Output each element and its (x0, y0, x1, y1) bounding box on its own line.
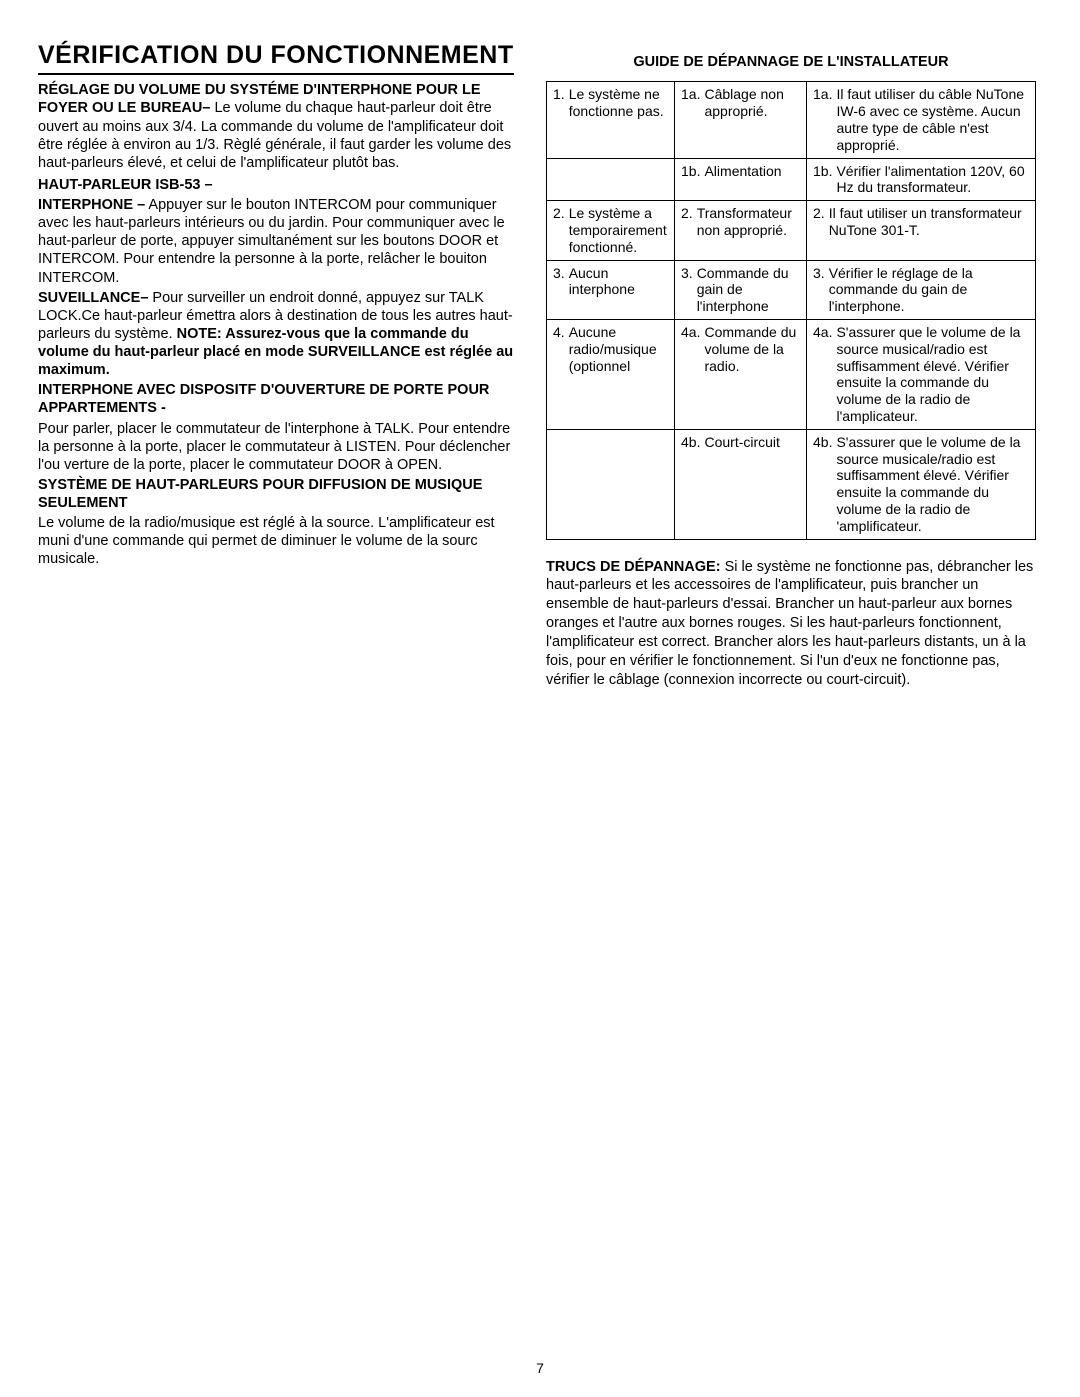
table-cell: 4a.S'assurer que le volume de la source … (807, 319, 1036, 429)
table-cell: 3.Aucun interphone (547, 260, 675, 319)
text-run: Le volume de la radio/musique est réglé … (38, 515, 495, 567)
paragraph: Pour parler, placer le commutateur de l'… (38, 420, 518, 474)
cell-number: 4. (553, 324, 565, 374)
cell-text: Câblage non approprié. (704, 86, 800, 120)
table-cell: 1b.Alimentation (675, 158, 807, 201)
right-column: GUIDE DE DÉPANNAGE DE L'INSTALLATEUR 1.L… (546, 81, 1036, 691)
cell-number: 3. (681, 265, 693, 315)
table-row: 4.Aucune radio/musique (optionnel4a.Comm… (547, 319, 1036, 429)
cell-text: Aucun interphone (569, 265, 668, 299)
cell-number: 2. (553, 205, 565, 255)
cell-number: 1. (553, 86, 565, 120)
cell-number: 4a. (681, 324, 700, 374)
left-column: RÉGLAGE DU VOLUME DU SYSTÉME D'INTERPHON… (38, 81, 518, 570)
table-cell (547, 158, 675, 201)
cell-text: Commande du gain de l'interphone (697, 265, 800, 315)
cell-number: 4b. (813, 434, 832, 535)
table-cell: 1b.Vérifier l'alimentation 120V, 60 Hz d… (807, 158, 1036, 201)
cell-text: Il faut utiliser du câble NuTone IW-6 av… (836, 86, 1029, 153)
cell-text: Le système a temporairement fonctionné. (569, 205, 668, 255)
troubleshooting-table: 1.Le système ne fonctionne pas.1a.Câblag… (546, 81, 1036, 539)
table-cell: 4.Aucune radio/musique (optionnel (547, 319, 675, 429)
table-row: 2.Le système a temporairement fonctionné… (547, 201, 1036, 260)
cell-number: 4a. (813, 324, 832, 425)
heading: INTERPHONE AVEC DISPOSITF D'OUVERTURE DE… (38, 381, 518, 417)
table-cell: 2.Le système a temporairement fonctionné… (547, 201, 675, 260)
cell-number: 3. (553, 265, 565, 299)
table-cell: 2.Transformateur non approprié. (675, 201, 807, 260)
cell-text: Vérifier l'alimentation 120V, 60 Hz du t… (836, 163, 1029, 197)
page-title: VÉRIFICATION DU FONCTIONNEMENT (38, 40, 514, 75)
paragraph: Le volume de la radio/musique est réglé … (38, 514, 518, 568)
cell-text: Alimentation (704, 163, 781, 180)
cell-text: Commande du volume de la radio. (704, 324, 800, 374)
cell-number: 1a. (813, 86, 832, 153)
cell-text: S'assurer que le volume de la source mus… (836, 434, 1029, 535)
table-cell (547, 429, 675, 539)
table-cell: 3.Vérifier le réglage de la commande du … (807, 260, 1036, 319)
table-cell: 1.Le système ne fonctionne pas. (547, 82, 675, 158)
heading: HAUT-PARLEUR ISB-53 – (38, 176, 518, 194)
table-cell: 1a.Il faut utiliser du câble NuTone IW-6… (807, 82, 1036, 158)
text-run: Si le système ne fonctionne pas, débranc… (546, 559, 1033, 688)
table-cell: 1a.Câblage non approprié. (675, 82, 807, 158)
guide-heading: GUIDE DE DÉPANNAGE DE L'INSTALLATEUR (546, 53, 1036, 71)
cell-number: 2. (681, 205, 693, 239)
bold-run: HAUT-PARLEUR ISB-53 – (38, 177, 213, 193)
text-run: Pour parler, placer le commutateur de l'… (38, 421, 510, 473)
cell-number: 1b. (681, 163, 700, 180)
cell-text: Il faut utiliser un transformateur NuTon… (829, 205, 1029, 239)
paragraph: INTERPHONE – Appuyer sur le bouton INTER… (38, 196, 518, 287)
bold-run: SUVEILLANCE– (38, 290, 148, 306)
table-row: 1b.Alimentation1b.Vérifier l'alimentatio… (547, 158, 1036, 201)
cell-text: Court-circuit (704, 434, 779, 451)
cell-text: Vérifier le réglage de la commande du ga… (829, 265, 1029, 315)
tips-paragraph: TRUCS DE DÉPANNAGE: Si le système ne fon… (546, 558, 1036, 690)
bold-run: SYSTÈME DE HAUT-PARLEURS POUR DIFFUSION … (38, 477, 482, 511)
heading: SYSTÈME DE HAUT-PARLEURS POUR DIFFUSION … (38, 476, 518, 512)
cell-text: Aucune radio/musique (optionnel (569, 324, 668, 374)
table-cell: 4b.S'assurer que le volume de la source … (807, 429, 1036, 539)
paragraph: SUVEILLANCE– Pour surveiller un endroit … (38, 289, 518, 380)
table-row: 4b.Court-circuit4b.S'assurer que le volu… (547, 429, 1036, 539)
cell-text: Transformateur non approprié. (697, 205, 800, 239)
page-number: 7 (0, 1360, 1080, 1378)
table-row: 1.Le système ne fonctionne pas.1a.Câblag… (547, 82, 1036, 158)
bold-run: INTERPHONE AVEC DISPOSITF D'OUVERTURE DE… (38, 382, 489, 416)
content-columns: RÉGLAGE DU VOLUME DU SYSTÉME D'INTERPHON… (38, 81, 1042, 691)
table-cell: 4a.Commande du volume de la radio. (675, 319, 807, 429)
cell-text: S'assurer que le volume de la source mus… (836, 324, 1029, 425)
cell-number: 1a. (681, 86, 700, 120)
bold-run: TRUCS DE DÉPANNAGE: (546, 559, 721, 575)
table-row: 3.Aucun interphone3.Commande du gain de … (547, 260, 1036, 319)
table-cell: 2.Il faut utiliser un transformateur NuT… (807, 201, 1036, 260)
cell-number: 1b. (813, 163, 832, 197)
table-cell: 4b.Court-circuit (675, 429, 807, 539)
cell-number: 3. (813, 265, 825, 315)
cell-text: Le système ne fonctionne pas. (569, 86, 668, 120)
bold-run: INTERPHONE – (38, 197, 145, 213)
table-cell: 3.Commande du gain de l'interphone (675, 260, 807, 319)
cell-number: 2. (813, 205, 825, 239)
paragraph: RÉGLAGE DU VOLUME DU SYSTÉME D'INTERPHON… (38, 81, 518, 172)
cell-number: 4b. (681, 434, 700, 451)
